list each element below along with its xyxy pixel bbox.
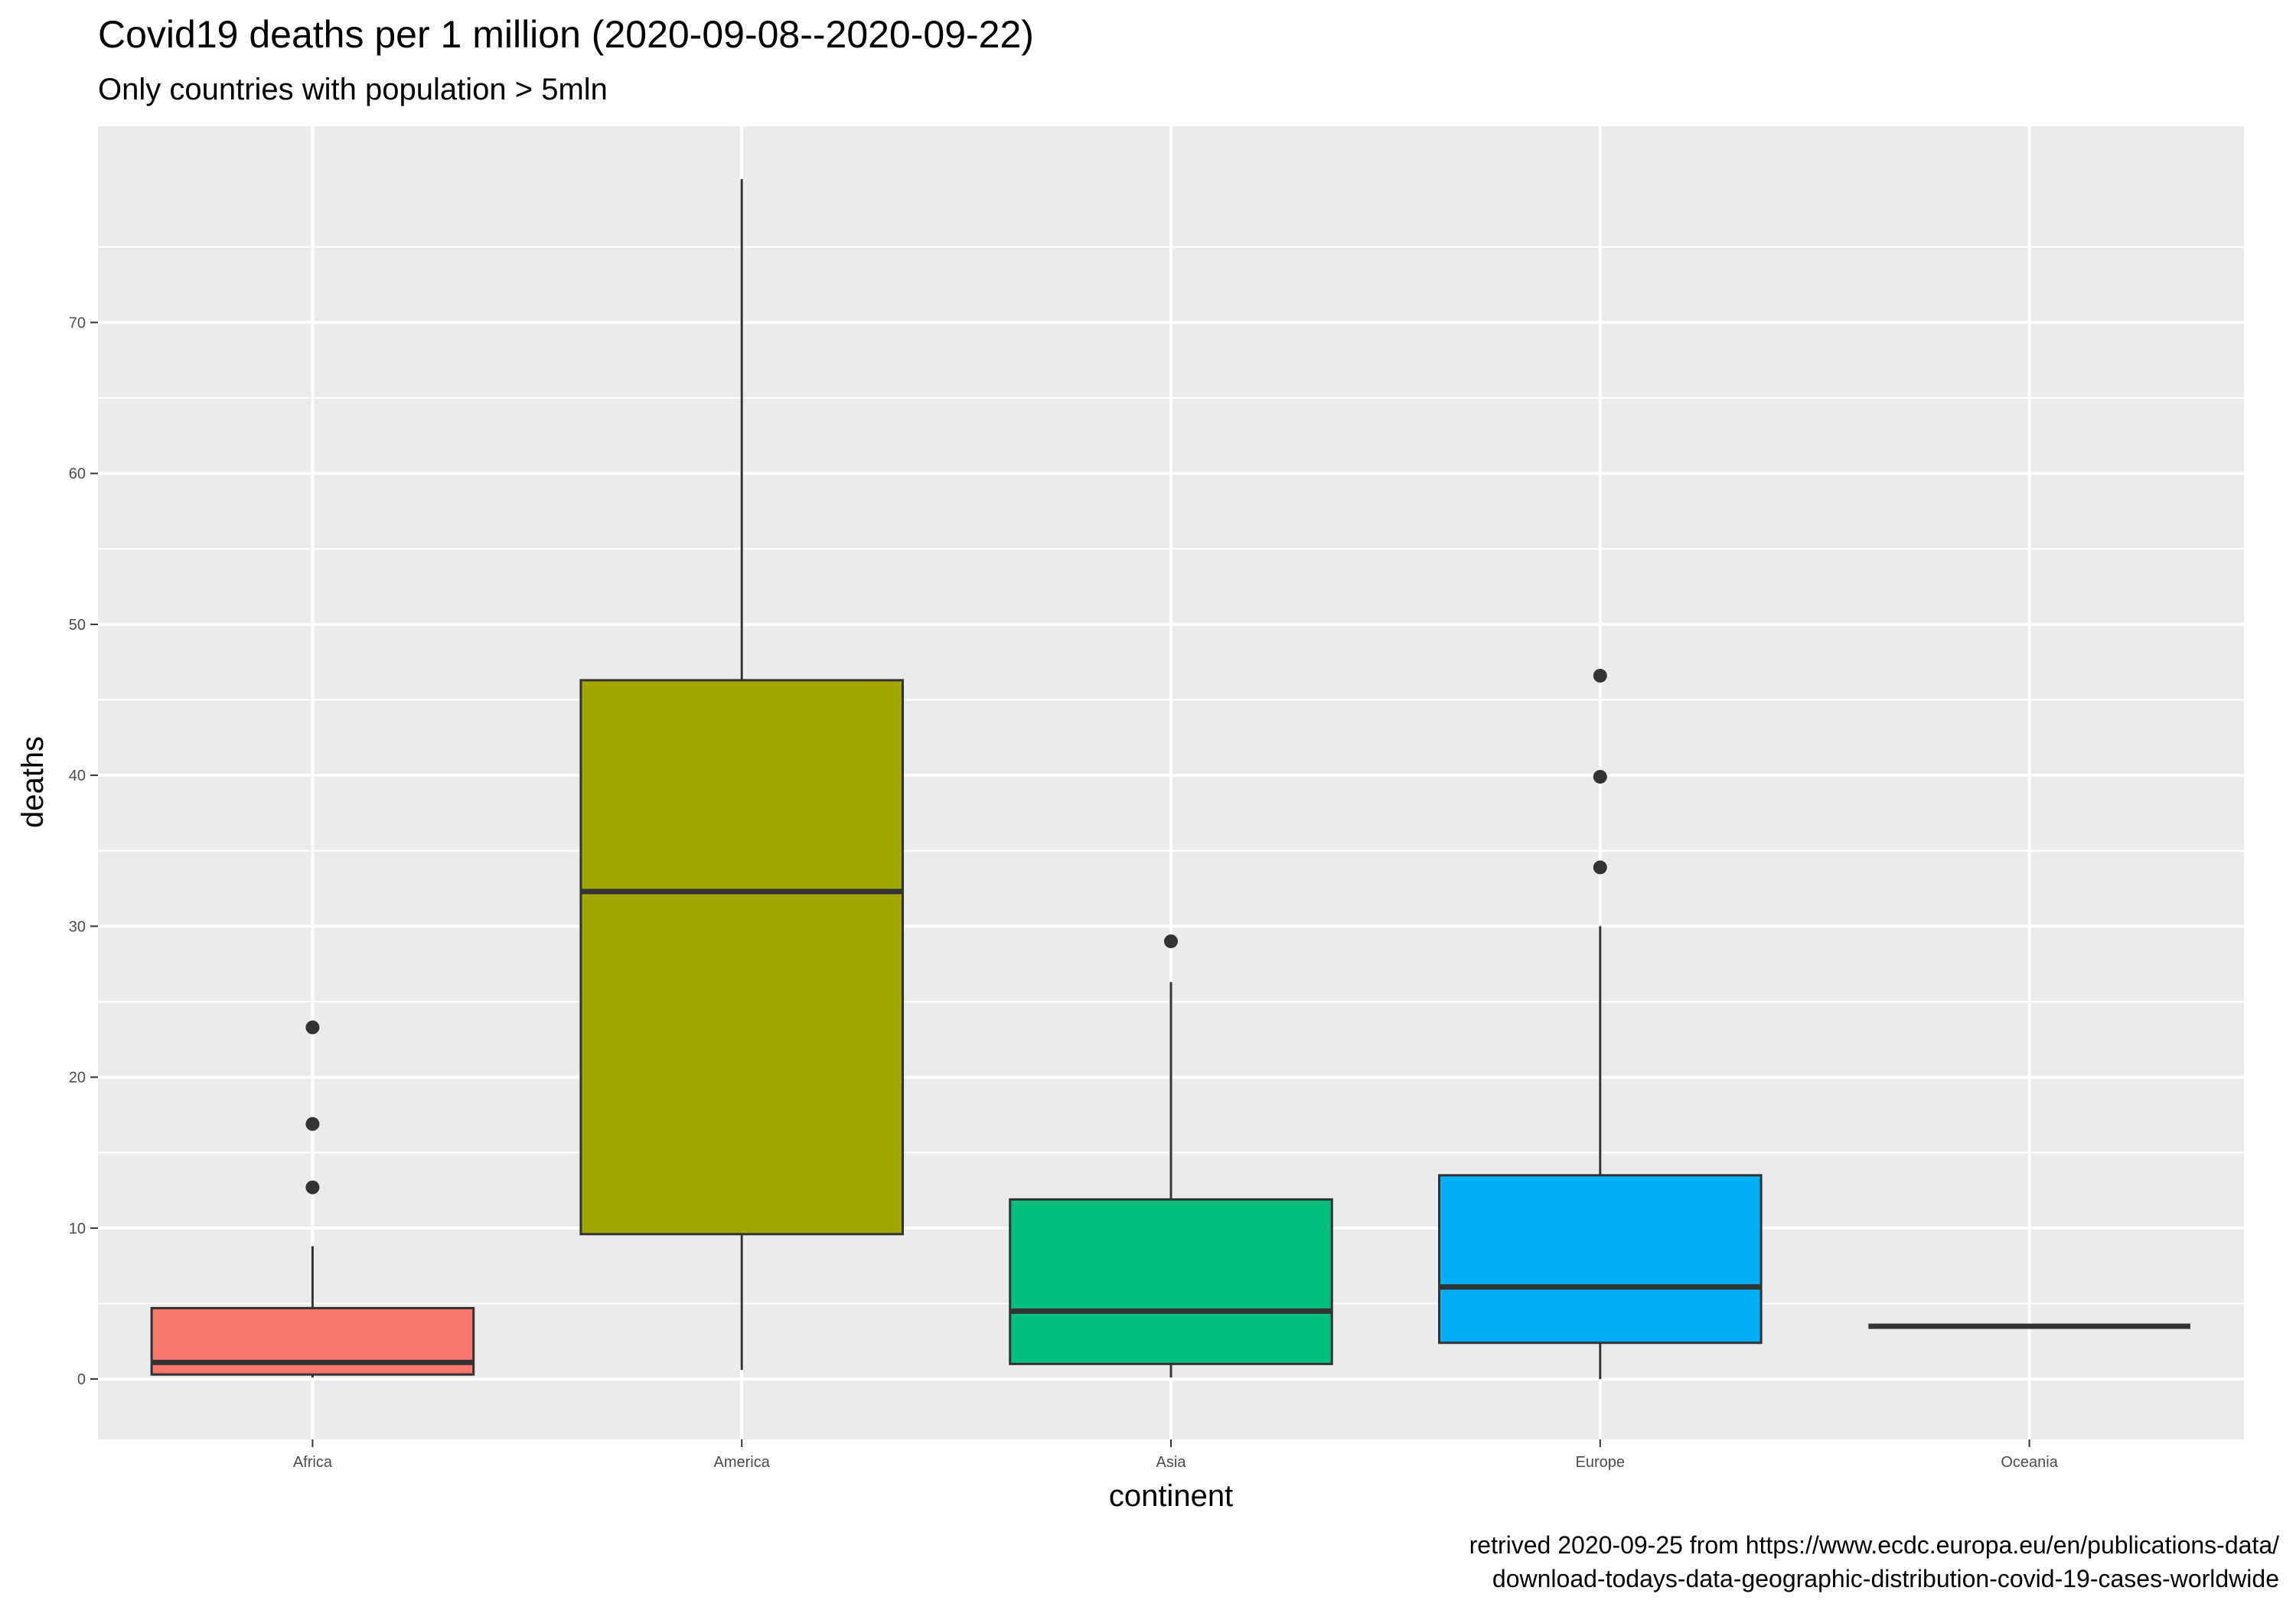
x-tick-label: America — [714, 1454, 771, 1471]
chart-title: Covid19 deaths per 1 million (2020-09-08… — [98, 13, 1034, 56]
y-tick-label: 10 — [69, 1221, 86, 1237]
outlier-point — [1593, 860, 1607, 875]
chart-subtitle: Only countries with population > 5mln — [98, 73, 608, 106]
y-tick-label: 50 — [69, 617, 86, 634]
x-tick-label: Europe — [1576, 1454, 1626, 1471]
box-iqr — [1438, 1174, 1763, 1345]
y-tick-label: 70 — [69, 315, 86, 331]
y-tick-label: 60 — [69, 466, 86, 483]
box-iqr — [1009, 1198, 1333, 1365]
caption-line-1: retrived 2020-09-25 from https://www.ecd… — [1469, 1531, 2279, 1559]
y-tick-label: 40 — [69, 768, 86, 784]
x-tick-label: Asia — [1156, 1454, 1187, 1471]
x-tick-label: Africa — [293, 1454, 333, 1471]
outlier-point — [1164, 934, 1178, 949]
y-axis: 0 10 20 30 40 50 60 70 — [69, 315, 98, 1388]
box-iqr — [579, 679, 905, 1236]
caption-line-2: download-todays-data-geographic-distribu… — [1492, 1565, 2279, 1592]
y-tick-label: 20 — [69, 1070, 86, 1087]
x-tick-label: Oceania — [2001, 1454, 2058, 1471]
x-axis-title: continent — [1109, 1479, 1233, 1513]
outlier-point — [1593, 770, 1607, 784]
box-europe — [1438, 668, 1763, 1380]
outlier-point — [305, 1116, 320, 1131]
outlier-point — [1593, 668, 1607, 683]
y-axis-title: deaths — [16, 736, 50, 828]
y-tick-label: 30 — [69, 918, 86, 935]
box-layer — [150, 179, 2190, 1380]
box-asia — [1009, 934, 1333, 1378]
box-africa — [150, 1020, 475, 1378]
x-axis: Africa America Asia Europe Oceania — [293, 1439, 2059, 1471]
box-america — [579, 179, 905, 1371]
y-tick-label: 0 — [77, 1371, 86, 1388]
outlier-point — [305, 1020, 320, 1035]
outlier-point — [305, 1180, 320, 1195]
